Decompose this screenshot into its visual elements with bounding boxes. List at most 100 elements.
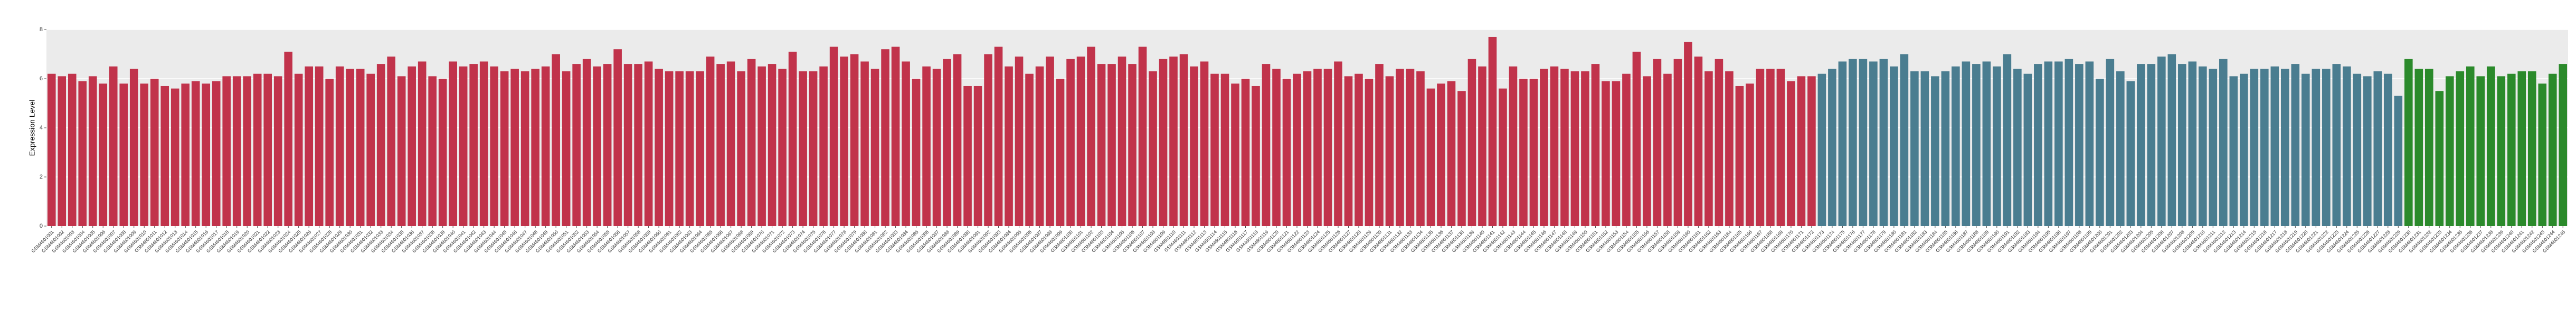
bar xyxy=(613,49,622,226)
bar xyxy=(2466,66,2475,226)
bar xyxy=(1117,57,1126,227)
bar xyxy=(1159,59,1168,227)
bar xyxy=(181,83,190,227)
bar xyxy=(2353,73,2362,226)
bar xyxy=(150,79,159,226)
bar xyxy=(1920,71,1929,227)
bar xyxy=(593,66,601,226)
bar xyxy=(1890,66,1898,226)
bar xyxy=(1632,51,1641,226)
bar xyxy=(1035,66,1044,226)
bar xyxy=(850,54,859,226)
bar xyxy=(1756,69,1765,226)
bar xyxy=(902,61,910,226)
bar xyxy=(1941,71,1950,227)
bar xyxy=(99,83,108,227)
bar xyxy=(1149,71,1157,227)
bar xyxy=(1488,36,1497,226)
bar xyxy=(315,66,324,226)
bar xyxy=(1262,64,1271,226)
bar xyxy=(1993,66,2001,226)
bar xyxy=(1272,69,1281,226)
bar xyxy=(1828,69,1836,226)
bar xyxy=(2106,59,2115,227)
bar xyxy=(1859,59,1868,227)
bar xyxy=(973,86,982,226)
bar xyxy=(768,64,776,226)
bar xyxy=(109,66,118,226)
bar xyxy=(1931,76,1939,226)
bar xyxy=(1107,64,1116,226)
bar xyxy=(520,71,529,227)
bar xyxy=(325,79,334,226)
bar xyxy=(2456,71,2465,227)
bar xyxy=(78,81,87,226)
bar xyxy=(1838,61,1847,226)
bar xyxy=(1581,71,1589,227)
bar xyxy=(1190,66,1198,226)
bar xyxy=(1025,73,1034,226)
bar xyxy=(2527,71,2536,227)
bar xyxy=(2229,76,2238,226)
bar xyxy=(459,66,468,226)
bar xyxy=(696,71,704,227)
bar xyxy=(829,46,838,227)
bar xyxy=(2342,66,2351,226)
bar xyxy=(1447,81,1456,226)
bar xyxy=(2147,64,2156,226)
bar xyxy=(490,66,498,226)
bar xyxy=(1797,76,1806,226)
bar xyxy=(1776,69,1785,226)
bar xyxy=(1694,57,1703,227)
bar xyxy=(1622,73,1631,226)
bar xyxy=(418,61,427,226)
bar xyxy=(376,64,385,226)
bar xyxy=(2250,69,2259,226)
bar xyxy=(2096,79,2104,226)
bar xyxy=(160,86,169,226)
bar xyxy=(747,59,756,227)
bar xyxy=(2178,64,2186,226)
bar xyxy=(1437,83,1445,227)
y-tick-label: 0 xyxy=(40,223,43,229)
bar xyxy=(912,79,921,226)
bar xyxy=(2188,61,2197,226)
bar xyxy=(1746,83,1754,227)
bar xyxy=(644,61,653,226)
bar xyxy=(562,71,571,227)
bar xyxy=(1499,88,1507,226)
bar xyxy=(510,69,519,226)
bar xyxy=(500,71,509,227)
bar xyxy=(1066,59,1075,227)
bar xyxy=(1602,81,1610,226)
bar xyxy=(1046,57,1054,227)
bar xyxy=(953,54,962,226)
bar xyxy=(870,69,879,226)
bar xyxy=(623,64,632,226)
bar xyxy=(582,59,591,227)
bar xyxy=(47,73,56,226)
bar xyxy=(1293,73,1301,226)
bar xyxy=(284,51,293,226)
bar xyxy=(1344,76,1353,226)
bar xyxy=(2044,61,2053,226)
bar xyxy=(1982,61,1991,226)
bar xyxy=(1169,57,1178,227)
bar xyxy=(840,57,848,227)
bar xyxy=(346,69,354,226)
bar xyxy=(1879,59,1888,227)
bar xyxy=(860,61,869,226)
bar xyxy=(1684,42,1692,226)
bar xyxy=(2383,73,2392,226)
bar xyxy=(634,64,642,226)
bar xyxy=(1560,69,1569,226)
bar xyxy=(1570,71,1579,227)
bar xyxy=(891,46,900,227)
bar xyxy=(119,83,128,227)
bar xyxy=(2548,73,2557,226)
bar xyxy=(1807,76,1816,226)
bar xyxy=(2517,71,2526,227)
bar xyxy=(2538,83,2547,227)
bar xyxy=(438,79,447,226)
bar xyxy=(335,66,344,226)
